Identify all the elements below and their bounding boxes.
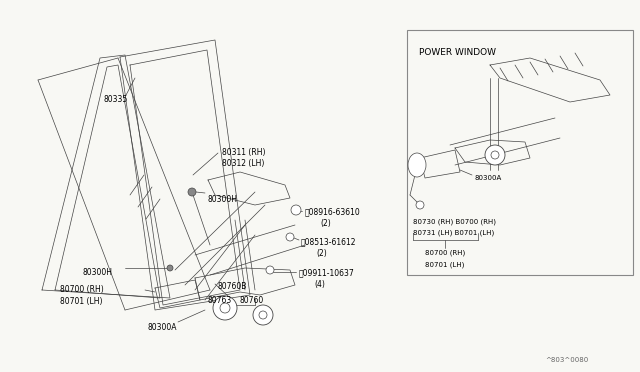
Text: 80300A: 80300A [475,175,502,181]
Circle shape [485,145,505,165]
Circle shape [259,311,267,319]
Text: 80701 (LH): 80701 (LH) [425,261,465,267]
Text: POWER WINDOW: POWER WINDOW [419,48,496,57]
Bar [407,30,633,275]
Text: Ⓠ08916-63610: Ⓠ08916-63610 [305,207,361,216]
Text: (2): (2) [320,219,331,228]
Text: 80700 (RH): 80700 (RH) [425,250,465,257]
Text: 80300A: 80300A [148,323,177,332]
Text: ^803^0080: ^803^0080 [545,357,588,363]
Circle shape [188,188,196,196]
Circle shape [291,205,301,215]
Circle shape [416,201,424,209]
Text: 80700 (RH): 80700 (RH) [60,285,104,294]
Circle shape [213,296,237,320]
Text: 80312 (LH): 80312 (LH) [222,159,264,168]
Text: 80731 (LH) B0701 (LH): 80731 (LH) B0701 (LH) [413,229,494,235]
Text: 80300H: 80300H [207,195,237,204]
Circle shape [266,266,274,274]
Circle shape [167,265,173,271]
Text: (4): (4) [314,280,325,289]
Circle shape [220,303,230,313]
Text: Ⓢ08513-61612: Ⓢ08513-61612 [301,237,356,246]
Circle shape [286,233,294,241]
Text: 80760: 80760 [240,296,264,305]
Ellipse shape [408,153,426,177]
Text: 80730 (RH) B0700 (RH): 80730 (RH) B0700 (RH) [413,218,496,224]
Text: 80300H: 80300H [82,268,112,277]
Circle shape [253,305,273,325]
Text: 80311 (RH): 80311 (RH) [222,148,266,157]
Circle shape [491,151,499,159]
Text: (2): (2) [316,249,327,258]
Text: 80763: 80763 [208,296,232,305]
Text: 80335: 80335 [103,95,127,104]
Text: Ⓝ09911-10637: Ⓝ09911-10637 [299,268,355,277]
Text: 80701 (LH): 80701 (LH) [60,297,102,306]
Text: 80760B: 80760B [218,282,248,291]
